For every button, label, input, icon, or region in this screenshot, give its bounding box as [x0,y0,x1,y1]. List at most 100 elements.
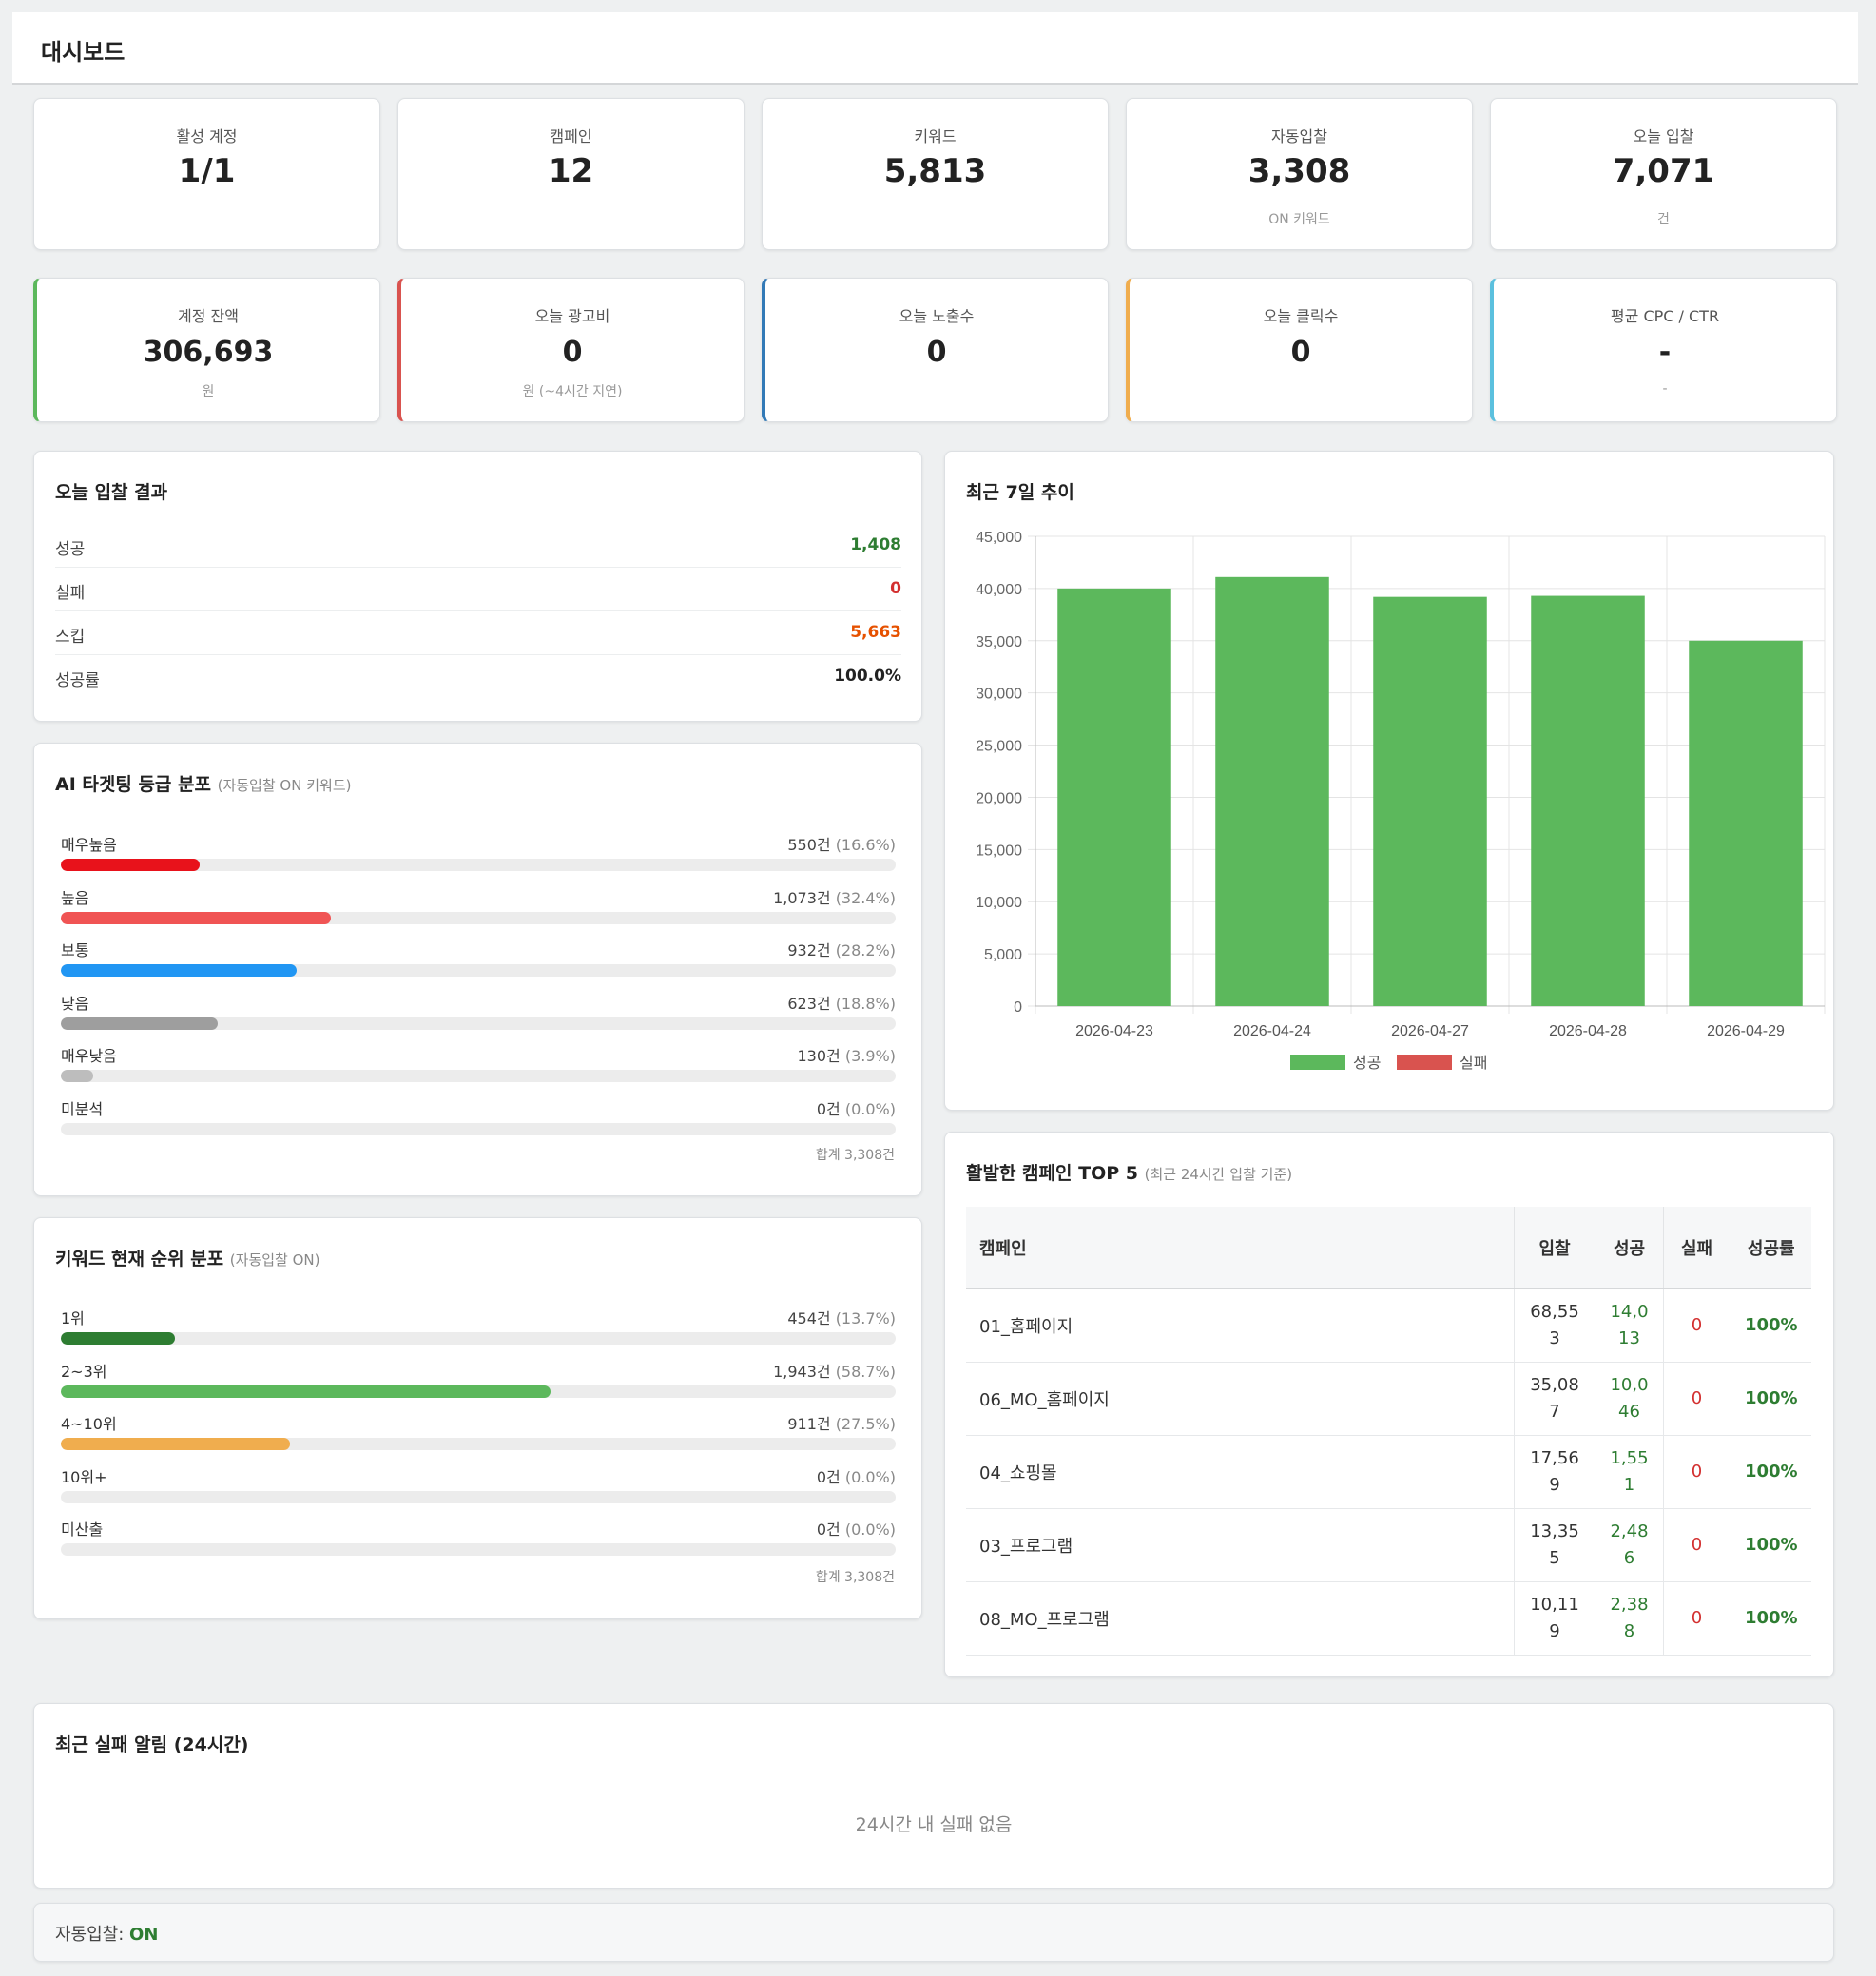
legend-label: 성공 [1353,1055,1381,1072]
distribution-bar-track [61,1122,896,1135]
distribution-label: 보통 [61,941,89,959]
success-line: 14,0 [1610,1301,1649,1322]
bids-line: 5 [1549,1547,1560,1568]
distribution-value: 1,073건 (32.4%) [773,885,896,908]
column-header-bids[interactable]: 입찰 [1514,1207,1596,1289]
panel-title-note: (자동입찰 ON) [229,1251,320,1269]
stat-sub: 건 [1657,212,1670,227]
distribution-bar-track [61,1385,896,1398]
result-label: 스킵 [55,628,86,647]
column-header-fail[interactable]: 실패 [1663,1207,1731,1289]
campaign-name-cell[interactable]: 04_쇼핑몰 [966,1435,1515,1509]
distribution-bar-track [61,1438,896,1450]
bar-success[interactable] [1373,596,1487,1006]
distribution-bar-track [61,964,896,977]
legend-swatch [1397,1055,1452,1070]
trend-chart-panel: 최근 7일 추이 0 5,000 10,000 15,000 20,000 25,000 3… [944,451,1834,1111]
stat-card-today-bids: 오늘 입찰 7,071 건 [1490,98,1837,250]
column-header-success[interactable]: 성공 [1596,1207,1664,1289]
stat-card-auto-bid: 자동입찰 3,308 ON 키워드 [1126,98,1473,250]
panel-title: 최근 7일 추이 [966,482,1074,503]
distribution-item: 보통 932건 (28.2%) [61,938,896,987]
table-row[interactable]: 08_MO_프로그램 10,11 9 2,38 8 0 100% [966,1581,1811,1656]
result-row-fail: 실패 0 [55,568,901,611]
campaign-name-cell[interactable]: 01_홈페이지 [966,1288,1515,1363]
stat-value: 12 [548,152,594,190]
table-row[interactable]: 06_MO_홈페이지 35,08 7 10,0 46 0 100% [966,1362,1811,1436]
column-header-success-rate[interactable]: 성공률 [1731,1207,1811,1289]
stat-label: 자동입찰 [1271,127,1327,145]
bids-cell: 10,11 9 [1514,1581,1596,1656]
distribution-bar-track [61,1490,896,1503]
success-rate-cell: 100% [1731,1508,1811,1582]
campaign-name-cell[interactable]: 03_프로그램 [966,1508,1515,1582]
stat-value: 7,071 [1612,152,1715,190]
stat-value: 0 [562,336,583,369]
success-cell: 14,0 13 [1596,1288,1664,1363]
y-tick-label: 40,000 [976,582,1022,598]
distribution-count: 0건 [816,1521,841,1539]
stat-card-ad-cost: 오늘 광고비 0 원 (~4시간 지연) [397,278,745,422]
distribution-count: 1,073건 [773,888,831,907]
campaign-name-cell[interactable]: 08_MO_프로그램 [966,1581,1515,1656]
success-line: 2,38 [1610,1594,1649,1615]
distribution-bar-fill [61,964,297,977]
distribution-label: 낮음 [61,994,89,1013]
distribution-percent: (0.0%) [844,1099,896,1118]
bar-success[interactable] [1057,588,1171,1006]
distribution-count: 932건 [787,941,831,959]
distribution-value: 550건 (16.6%) [787,832,896,855]
distribution-count: 0건 [816,1467,841,1486]
stat-card-balance: 계정 잔액 306,693 원 [33,278,380,422]
bids-line: 7 [1549,1401,1560,1422]
status-value: ON [129,1925,159,1945]
distribution-bar-fill [61,1017,219,1030]
stat-card-clicks: 오늘 클릭수 0 [1126,278,1473,422]
success-line: 46 [1618,1401,1640,1422]
distribution-label: 1위 [61,1309,85,1327]
column-header-campaign[interactable]: 캠페인 [966,1207,1515,1289]
fail-cell: 0 [1663,1288,1731,1363]
bids-line: 9 [1549,1620,1560,1641]
distribution-value: 1,943건 (58.7%) [773,1359,896,1382]
bar-success[interactable] [1215,576,1329,1006]
stat-card-keywords: 키워드 5,813 [762,98,1109,250]
table-row[interactable]: 04_쇼핑몰 17,56 9 1,55 1 0 100% [966,1435,1811,1509]
bids-line: 3 [1549,1327,1560,1348]
panel-title: 최근 실패 알림 (24시간) [55,1734,249,1755]
distribution-item: 1위 454건 (13.7%) [61,1306,896,1355]
success-line: 8 [1623,1620,1635,1641]
success-line: 10,0 [1610,1374,1649,1395]
table-row[interactable]: 01_홈페이지 68,55 3 14,0 13 0 100% [966,1288,1811,1363]
bar-success[interactable] [1689,640,1803,1006]
page-header: 대시보드 [12,12,1858,85]
trend-bar-chart: 0 5,000 10,000 15,000 20,000 25,000 30,000 35,0… [976,530,1826,1072]
distribution-count: 623건 [787,994,831,1013]
stat-label: 오늘 광고비 [534,307,610,325]
bid-results-panel: 오늘 입찰 결과 성공 1,408 실패 0 스킵 5,663 성공률 100.… [33,451,922,722]
panel-title: 키워드 현재 순위 분포 (자동입찰 ON) [55,1245,320,1270]
distribution-total: 합계 3,308건 [815,1570,895,1585]
stat-sub: 원 [202,384,215,399]
success-rate-cell: 100% [1731,1435,1811,1509]
rank-distribution-panel: 키워드 현재 순위 분포 (자동입찰 ON) 1위 454건 (13.7%) 2~3… [33,1217,922,1619]
bids-cell: 35,08 7 [1514,1362,1596,1436]
bar-success[interactable] [1531,595,1645,1006]
panel-title-text: AI 타겟팅 등급 분포 [55,774,211,795]
result-value: 0 [890,579,901,598]
stat-sub: 원 (~4시간 지연) [522,384,623,399]
stat-sub: ON 키워드 [1268,212,1330,227]
bids-line: 10,11 [1530,1594,1579,1615]
panel-title: 활발한 캠페인 TOP 5 (최근 24시간 입찰 기준) [966,1159,1292,1185]
stat-card-campaigns: 캠페인 12 [397,98,745,250]
table-row[interactable]: 03_프로그램 13,35 5 2,48 6 0 100% [966,1508,1811,1582]
distribution-item: 10위+ 0건 (0.0%) [61,1464,896,1514]
result-label: 성공 [55,540,86,559]
distribution-value: 932건 (28.2%) [787,938,896,960]
distribution-item: 매우낮음 130건 (3.9%) [61,1043,896,1093]
result-row-success: 성공 1,408 [55,524,901,568]
campaign-name-cell[interactable]: 06_MO_홈페이지 [966,1362,1515,1436]
distribution-bar-track [61,1070,896,1082]
distribution-value: 623건 (18.8%) [787,991,896,1014]
panel-title-note: (최근 24시간 입찰 기준) [1144,1166,1293,1183]
